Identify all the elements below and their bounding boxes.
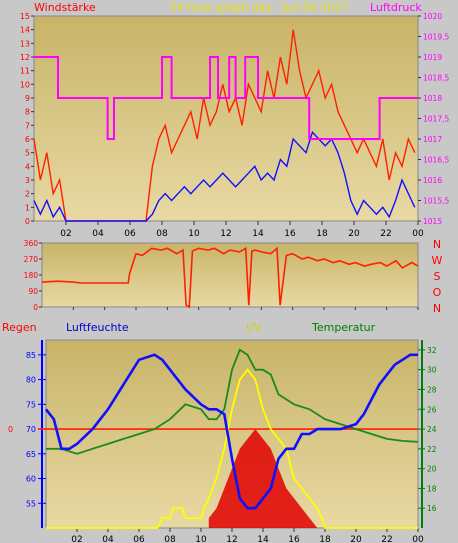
- temperature-series: [46, 348, 419, 455]
- x-tick-label: 16: [288, 535, 300, 543]
- uv-label: UV: [246, 321, 262, 334]
- y-right-tick-label: 1017,5: [423, 115, 449, 124]
- direction-label: N: [433, 302, 441, 315]
- x-tick-label: 00: [412, 229, 424, 239]
- direction-label: S: [434, 270, 441, 283]
- humidity-tick-label: 65: [26, 450, 36, 459]
- y-right-tick-label: 1016: [423, 176, 442, 185]
- y-right-tick-label: 1019: [423, 53, 442, 62]
- x-tick-label: 06: [133, 535, 145, 543]
- y-left-tick-label: 11: [20, 67, 30, 76]
- x-tick-label: 06: [124, 229, 136, 239]
- wind-pressure-chart: 02 04 06 08 10 12 14 16 18 20 22 000123456789101112…: [20, 12, 450, 239]
- x-tick-label: 22: [381, 535, 392, 543]
- y-left-tick-label: 12: [20, 53, 30, 62]
- y-left-tick-label: 5: [25, 149, 30, 158]
- temperature-tick-label: 18: [427, 484, 437, 493]
- x-tick-label: 10: [188, 229, 200, 239]
- x-tick-label: 22: [380, 229, 391, 239]
- y-right-tick-label: 1020: [423, 12, 442, 21]
- rain-tick-label: 0: [8, 425, 13, 434]
- y-left-tick-label: 13: [20, 39, 30, 48]
- y-left-tick-label: 15: [20, 12, 30, 21]
- pressure-series: [34, 56, 418, 140]
- x-tick-label: 14: [252, 229, 264, 239]
- x-tick-label: 02: [71, 535, 82, 543]
- temperature-tick-label: 20: [427, 465, 437, 474]
- humidity-tick-label: 80: [26, 376, 36, 385]
- weather-chart: 55 60 65 70 75 80 85 16 18 20 22 24 26 28 30 32 0 02 04 06 0…: [8, 340, 437, 543]
- y-left-tick-label: 14: [20, 26, 30, 35]
- uv-series: [46, 368, 418, 529]
- temperature-tick-label: 26: [427, 405, 437, 414]
- y-left-tick-label: 3: [25, 176, 30, 185]
- temperature-tick-label: 32: [427, 346, 437, 355]
- humidity-tick-label: 60: [26, 475, 36, 484]
- wind-direction-plot-area: [41, 242, 419, 308]
- y-left-tick-label: 10: [20, 80, 30, 89]
- x-tick-label: 02: [60, 229, 71, 239]
- x-tick-label: 12: [226, 535, 237, 543]
- y-right-tick-label: 1019,5: [423, 33, 449, 42]
- y-left-tick-label: 7: [25, 121, 30, 130]
- temperature-tick-label: 22: [427, 445, 437, 454]
- x-tick-label: 18: [316, 229, 328, 239]
- humidity-series: [44, 353, 418, 510]
- y-left-tick-label: 9: [25, 94, 30, 103]
- y-tick-label: 360: [24, 239, 39, 248]
- humidity-label: Luftfeuchte: [66, 321, 129, 334]
- y-right-tick-label: 1015: [423, 217, 442, 226]
- x-tick-label: 20: [350, 535, 362, 543]
- x-tick-label: 10: [195, 535, 207, 543]
- y-right-tick-label: 1015,5: [423, 197, 449, 206]
- wind-direction-series: [41, 246, 419, 309]
- x-tick-label: 08: [156, 229, 168, 239]
- temperature-tick-label: 30: [427, 366, 437, 375]
- temperature-label: Temperatur: [311, 321, 376, 334]
- temperature-tick-label: 24: [427, 425, 437, 434]
- humidity-tick-label: 55: [26, 499, 36, 508]
- y-left-tick-label: 4: [25, 162, 30, 171]
- wind-average-series: [33, 130, 416, 222]
- x-tick-label: 04: [92, 229, 104, 239]
- temperature-tick-label: 16: [427, 504, 437, 513]
- y-right-tick-label: 1016,5: [423, 156, 449, 165]
- y-tick-label: 0: [33, 303, 38, 312]
- humidity-tick-label: 75: [26, 400, 36, 409]
- y-tick-label: 90: [28, 287, 38, 296]
- rain-label: Regen: [2, 321, 37, 334]
- x-tick-label: 18: [319, 535, 331, 543]
- wind-pressure-plot-area: [33, 15, 419, 222]
- x-tick-label: 04: [102, 535, 114, 543]
- y-left-tick-label: 8: [25, 108, 30, 117]
- y-left-tick-label: 6: [25, 135, 30, 144]
- y-tick-label: 270: [24, 255, 39, 264]
- x-tick-label: 00: [412, 535, 424, 543]
- x-tick-label: 14: [257, 535, 269, 543]
- x-tick-label: 12: [220, 229, 231, 239]
- x-tick-label: 20: [348, 229, 360, 239]
- direction-label: W: [432, 254, 443, 267]
- y-right-tick-label: 1018: [423, 94, 442, 103]
- x-tick-label: 16: [284, 229, 296, 239]
- humidity-tick-label: 70: [26, 425, 36, 434]
- y-right-tick-label: 1017: [423, 135, 442, 144]
- humidity-tick-label: 85: [26, 351, 36, 360]
- solar-radiation-area: [208, 429, 318, 528]
- direction-label: N: [433, 238, 441, 251]
- direction-label: O: [433, 286, 442, 299]
- y-left-tick-label: 2: [25, 190, 30, 199]
- pressure-axis-label: Luftdruck: [370, 1, 422, 14]
- y-left-tick-label: 1: [25, 203, 30, 212]
- x-tick-label: 08: [164, 535, 176, 543]
- y-left-tick-label: 0: [25, 217, 30, 226]
- temperature-tick-label: 28: [427, 385, 437, 394]
- chart-title: 24 hour graph day : Juli 04 2017: [170, 1, 348, 14]
- wind-axis-label: Windstärke: [34, 1, 96, 14]
- y-right-tick-label: 1018,5: [423, 74, 449, 83]
- y-tick-label: 180: [24, 271, 39, 280]
